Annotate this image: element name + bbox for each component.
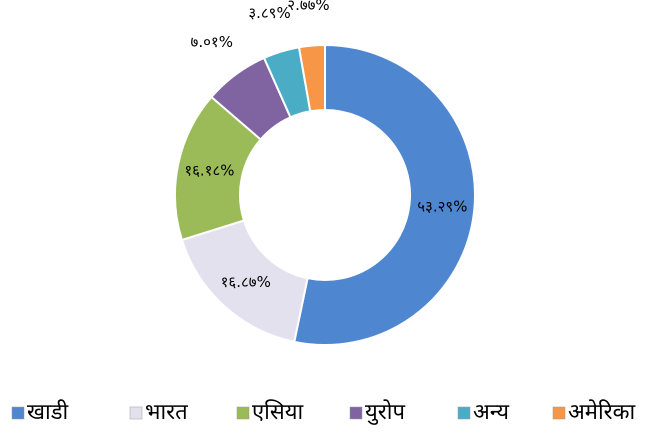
legend-swatch [349, 406, 363, 420]
legend-swatch [129, 406, 143, 420]
legend-label: अमेरिका [568, 399, 636, 425]
legend-label: एसिया [252, 399, 303, 425]
legend-swatch [457, 406, 471, 420]
data-label: १६.१८% [184, 162, 234, 180]
data-label: ७.०१% [191, 33, 233, 51]
legend-label: भारत [145, 400, 188, 425]
legend-swatch [236, 406, 250, 420]
donut-slice [293, 43, 476, 346]
data-label: १६.८७% [221, 273, 271, 291]
legend-swatch [11, 406, 25, 420]
donut-slice [297, 43, 326, 113]
data-label: ३.८९% [248, 4, 290, 22]
legend-label: युरोप [365, 399, 405, 425]
data-label: २.७७% [287, 0, 329, 14]
legend-swatch [552, 406, 566, 420]
data-label: ५३.२९% [417, 198, 467, 216]
legend-label: खाडी [27, 399, 68, 425]
legend-label: अन्य [473, 400, 510, 425]
